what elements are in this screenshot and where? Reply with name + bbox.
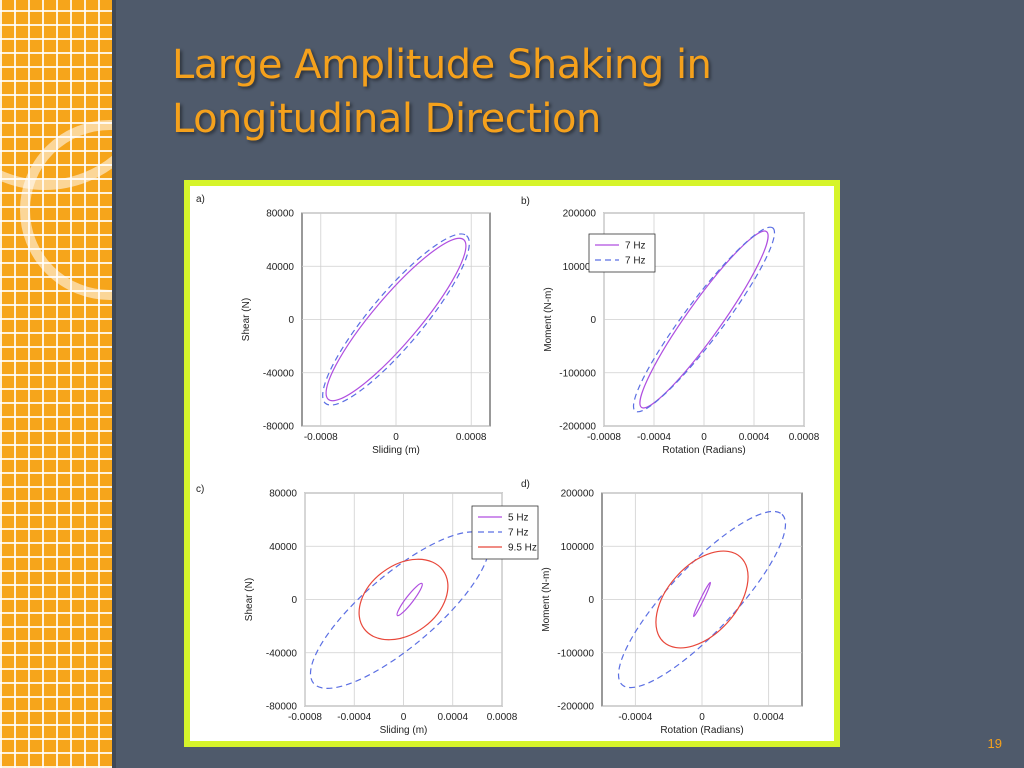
legend-entry: 7 Hz	[625, 256, 646, 267]
loop-curve	[396, 582, 423, 617]
panel-label: c)	[196, 484, 204, 495]
panel-label: b)	[521, 196, 530, 207]
figure-panel: a) -0.0008 0 0.0008 80000 40000 0 -40000 -80000 S…	[184, 180, 840, 747]
y-axis-label: Moment (N-m)	[541, 567, 552, 631]
decorative-grid-stripe	[0, 0, 112, 768]
y-tick-label: 100000	[563, 262, 597, 273]
x-tick-label: -0.0004	[637, 432, 671, 443]
hysteresis-charts: a) -0.0008 0 0.0008 80000 40000 0 -40000 -80000 S…	[196, 194, 820, 736]
x-axis-label: Sliding (m)	[380, 725, 428, 736]
y-tick-label: 200000	[561, 489, 595, 500]
x-tick-label: 0.0008	[487, 712, 518, 723]
panel-label: d)	[521, 479, 530, 490]
legend-entry: 7 Hz	[508, 528, 529, 539]
stripe-divider	[112, 0, 116, 768]
x-tick-label: 0.0004	[739, 432, 770, 443]
loop-curve	[639, 230, 769, 409]
loop-curve	[632, 226, 776, 413]
x-tick-label: 0.0004	[437, 712, 468, 723]
loop-curve	[692, 581, 712, 618]
legend-entry: 9.5 Hz	[508, 543, 537, 554]
y-tick-label: -100000	[559, 368, 596, 379]
x-tick-label: 0	[701, 432, 707, 443]
page-number: 19	[987, 736, 1002, 751]
y-axis-label: Shear (N)	[244, 578, 255, 621]
y-axis-label: Moment (N-m)	[543, 287, 554, 351]
y-tick-label: 80000	[266, 209, 294, 220]
x-tick-label: -0.0008	[288, 712, 322, 723]
x-tick-label: 0	[401, 712, 407, 723]
y-tick-label: 0	[588, 595, 594, 606]
panel-label: a)	[196, 194, 205, 205]
y-tick-label: -100000	[557, 648, 594, 659]
x-tick-label: -0.0004	[337, 712, 371, 723]
x-axis-label: Rotation (Radians)	[662, 445, 745, 456]
loop-curve	[617, 510, 787, 689]
y-tick-label: -200000	[557, 702, 594, 713]
y-tick-label: 0	[288, 315, 294, 326]
x-tick-label: 0	[393, 432, 399, 443]
x-tick-label: 0.0008	[789, 432, 820, 443]
y-tick-label: 40000	[266, 262, 294, 273]
legend-box	[588, 233, 656, 273]
y-axis-label: Shear (N)	[241, 298, 252, 341]
y-tick-label: -40000	[263, 368, 295, 379]
y-tick-label: 100000	[561, 542, 595, 553]
loop-curve	[358, 558, 449, 641]
y-tick-label: 0	[590, 315, 596, 326]
x-tick-label: -0.0008	[304, 432, 338, 443]
x-axis-label: Sliding (m)	[372, 445, 420, 456]
y-tick-label: -80000	[263, 422, 295, 433]
x-axis-label: Rotation (Radians)	[660, 725, 743, 736]
loop-curve	[322, 233, 470, 406]
y-tick-label: 200000	[563, 209, 597, 220]
slide-title: Large Amplitude Shaking in Longitudinal …	[172, 42, 712, 142]
x-tick-label: 0.0008	[456, 432, 487, 443]
x-tick-label: 0	[699, 712, 705, 723]
legend-entry: 5 Hz	[508, 513, 529, 524]
y-tick-label: 80000	[269, 489, 297, 500]
x-tick-label: -0.0004	[618, 712, 652, 723]
x-tick-label: 0.0004	[753, 712, 784, 723]
y-tick-label: 40000	[269, 542, 297, 553]
y-tick-label: -80000	[266, 702, 298, 713]
legend-entry: 7 Hz	[625, 241, 646, 252]
y-tick-label: -40000	[266, 648, 298, 659]
loop-curve	[325, 237, 467, 402]
y-tick-label: -200000	[559, 422, 596, 433]
loop-curve	[655, 550, 749, 649]
y-tick-label: 0	[291, 595, 297, 606]
x-tick-label: -0.0008	[587, 432, 621, 443]
